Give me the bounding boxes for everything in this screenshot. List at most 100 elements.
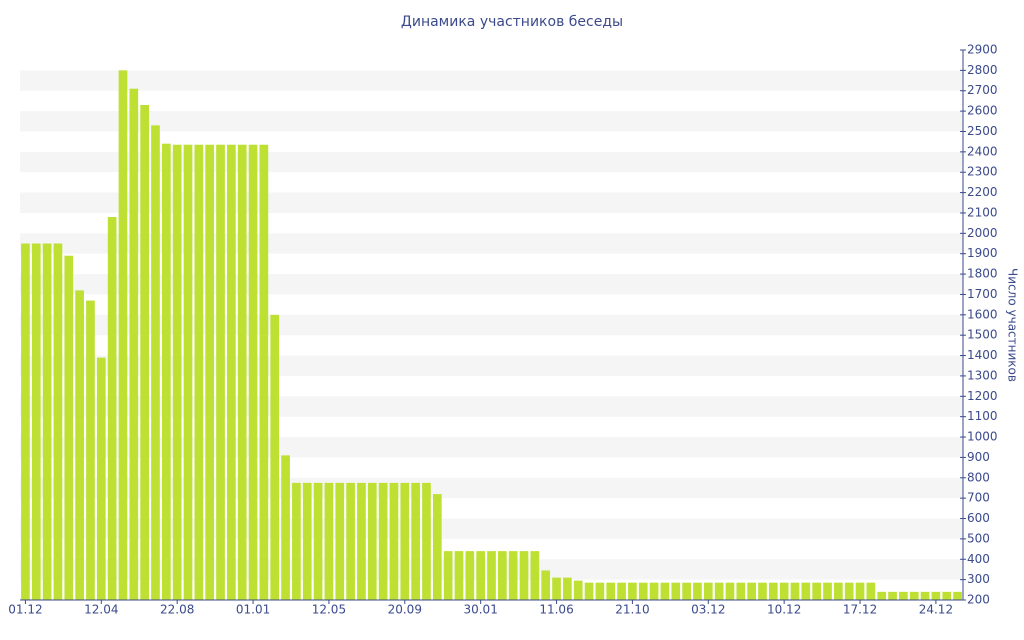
bar bbox=[606, 582, 616, 600]
bar bbox=[649, 582, 659, 600]
y-tick-label: 1100 bbox=[967, 409, 998, 423]
bar bbox=[357, 482, 366, 600]
bar bbox=[161, 143, 171, 600]
y-tick-label: 600 bbox=[967, 511, 990, 525]
bar bbox=[302, 482, 312, 600]
bar bbox=[151, 125, 160, 601]
y-tick-label: 2100 bbox=[967, 205, 998, 219]
bar bbox=[888, 591, 897, 600]
bar bbox=[129, 88, 139, 600]
bar bbox=[270, 314, 280, 600]
bar bbox=[292, 482, 301, 600]
y-tick-label: 1300 bbox=[967, 368, 998, 382]
bar bbox=[834, 582, 843, 600]
grid-band bbox=[20, 396, 963, 417]
bar bbox=[64, 255, 74, 601]
bar bbox=[953, 591, 962, 600]
x-tick-label: 30.01 bbox=[463, 603, 497, 617]
bar bbox=[508, 551, 518, 600]
y-tick-label: 1700 bbox=[967, 287, 998, 301]
x-tick-label: 20.09 bbox=[388, 603, 422, 617]
bar bbox=[519, 551, 529, 600]
x-tick-label: 24.12 bbox=[919, 603, 953, 617]
bar bbox=[758, 582, 767, 600]
bar bbox=[86, 300, 95, 600]
bar bbox=[42, 243, 52, 600]
bar bbox=[768, 582, 778, 600]
y-tick-label: 300 bbox=[967, 572, 990, 586]
bar bbox=[736, 582, 746, 600]
bar bbox=[172, 144, 182, 600]
bar bbox=[628, 582, 637, 600]
bar bbox=[53, 243, 63, 600]
bar bbox=[747, 582, 756, 600]
bar bbox=[573, 580, 583, 600]
bar bbox=[194, 144, 204, 600]
y-tick-label: 1400 bbox=[967, 348, 998, 362]
bar bbox=[617, 582, 626, 600]
bar bbox=[584, 582, 594, 600]
chart-title: Динамика участников беседы bbox=[401, 14, 623, 30]
bar bbox=[866, 582, 876, 600]
bar bbox=[931, 591, 941, 600]
bar bbox=[313, 482, 323, 600]
bar bbox=[248, 144, 258, 600]
bar bbox=[693, 582, 702, 600]
bar bbox=[487, 551, 496, 600]
y-tick-label: 1000 bbox=[967, 430, 998, 444]
x-tick-label: 01.01 bbox=[236, 603, 270, 617]
x-tick-label: 21.10 bbox=[615, 603, 649, 617]
bar bbox=[400, 482, 410, 600]
y-tick-label: 1900 bbox=[967, 246, 998, 260]
bar bbox=[259, 144, 269, 600]
bar bbox=[443, 551, 453, 600]
grid-band bbox=[20, 111, 963, 132]
grid-band bbox=[20, 151, 963, 173]
grid-band bbox=[20, 192, 963, 213]
y-tick-label: 1600 bbox=[967, 307, 998, 321]
y-tick-label: 1200 bbox=[967, 389, 998, 403]
y-tick-label: 2800 bbox=[967, 63, 998, 77]
bar bbox=[205, 144, 215, 600]
bar bbox=[909, 591, 919, 600]
bar bbox=[812, 582, 822, 600]
y-tick-label: 2200 bbox=[967, 185, 998, 199]
bar bbox=[703, 582, 713, 600]
bar bbox=[552, 577, 561, 600]
bar bbox=[823, 582, 832, 600]
bar bbox=[227, 144, 236, 600]
bar bbox=[541, 570, 551, 600]
bar bbox=[790, 582, 800, 600]
y-tick-label: 1800 bbox=[967, 267, 998, 281]
bar bbox=[779, 582, 789, 600]
bar bbox=[367, 482, 377, 600]
bar bbox=[335, 482, 345, 600]
bar bbox=[660, 582, 670, 600]
bar bbox=[107, 217, 117, 600]
bar bbox=[899, 591, 908, 600]
y-tick-label: 700 bbox=[967, 491, 990, 505]
bar bbox=[75, 290, 84, 600]
bar bbox=[216, 144, 225, 600]
bar bbox=[844, 582, 854, 600]
bar bbox=[530, 551, 540, 600]
bar bbox=[237, 144, 247, 600]
bar bbox=[411, 482, 420, 600]
y-tick-label: 2300 bbox=[967, 165, 998, 179]
bar bbox=[346, 482, 355, 600]
y-tick-label: 2500 bbox=[967, 124, 998, 138]
bar bbox=[801, 582, 811, 600]
bar bbox=[682, 582, 691, 600]
bar bbox=[118, 70, 128, 601]
x-tick-label: 11.06 bbox=[539, 603, 573, 617]
bar bbox=[454, 551, 464, 600]
grid-band bbox=[20, 355, 963, 376]
bar bbox=[324, 482, 334, 600]
grid-band bbox=[20, 314, 963, 336]
grid-band bbox=[20, 477, 963, 499]
y-tick-label: 2700 bbox=[967, 83, 998, 97]
grid-band bbox=[20, 233, 963, 254]
bar bbox=[21, 243, 30, 600]
bar bbox=[476, 551, 485, 600]
